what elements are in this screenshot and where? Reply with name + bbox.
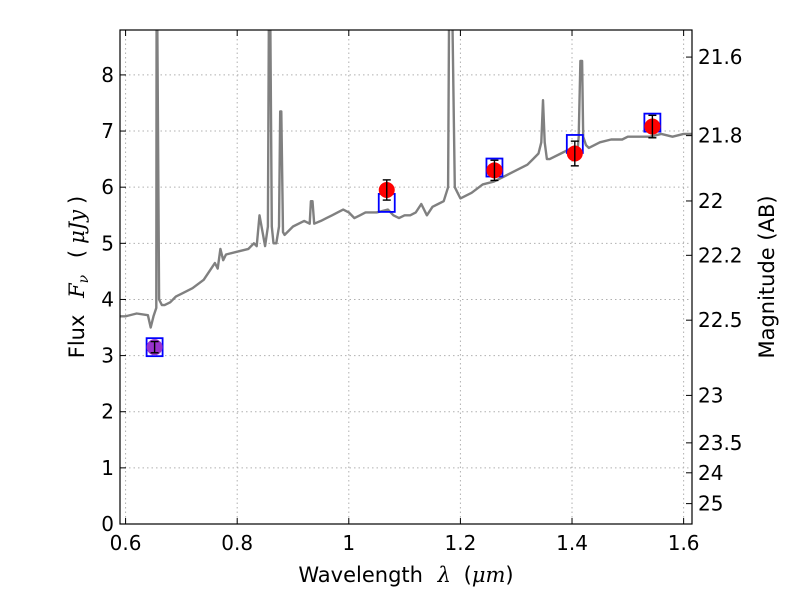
y-tick-label: 3: [101, 344, 114, 368]
y-tick-label: 2: [101, 400, 114, 424]
plot-frame: [119, 29, 693, 525]
x-tick-label: 0.6: [110, 531, 142, 555]
y2-tick-label: 22.5: [698, 308, 743, 332]
x-tick-label: 1.2: [445, 531, 477, 555]
y2-tick-label: 24: [698, 461, 723, 485]
x-tick-label: 1.4: [556, 531, 588, 555]
y-tick-label: 5: [101, 231, 114, 255]
y2-tick-label: 22: [698, 189, 723, 213]
y-tick-label: 1: [101, 456, 114, 480]
y2-tick-label: 21.8: [698, 124, 743, 148]
y-axis-title: Flux Fν (μJy): [65, 196, 93, 358]
y-tick-label: 7: [101, 119, 114, 143]
points-layer: [145, 112, 662, 358]
y-tick-label: 0: [101, 512, 114, 536]
y2-tick-label: 21.6: [698, 45, 743, 69]
x-tick-label: 1: [342, 531, 355, 555]
y-tick-label: 8: [101, 63, 114, 87]
x-axis-title: Wavelength λ (μm): [298, 563, 513, 587]
ticks: 0.6 0.8 1 1.2 1.4 1.601234567821.621.82222.22…: [101, 30, 743, 555]
y2-tick-label: 23: [698, 383, 723, 407]
plot-area: [120, 30, 692, 524]
y-tick-label: 6: [101, 175, 114, 199]
y2-tick-label: 22.2: [698, 243, 743, 267]
y2-tick-label: 25: [698, 492, 723, 516]
y-tick-label: 4: [101, 287, 114, 311]
y2-axis-title: Magnitude (AB): [755, 195, 779, 358]
y2-tick-label: 23.5: [698, 431, 743, 455]
x-tick-label: 0.8: [221, 531, 253, 555]
x-tick-label: 1.6: [668, 531, 700, 555]
